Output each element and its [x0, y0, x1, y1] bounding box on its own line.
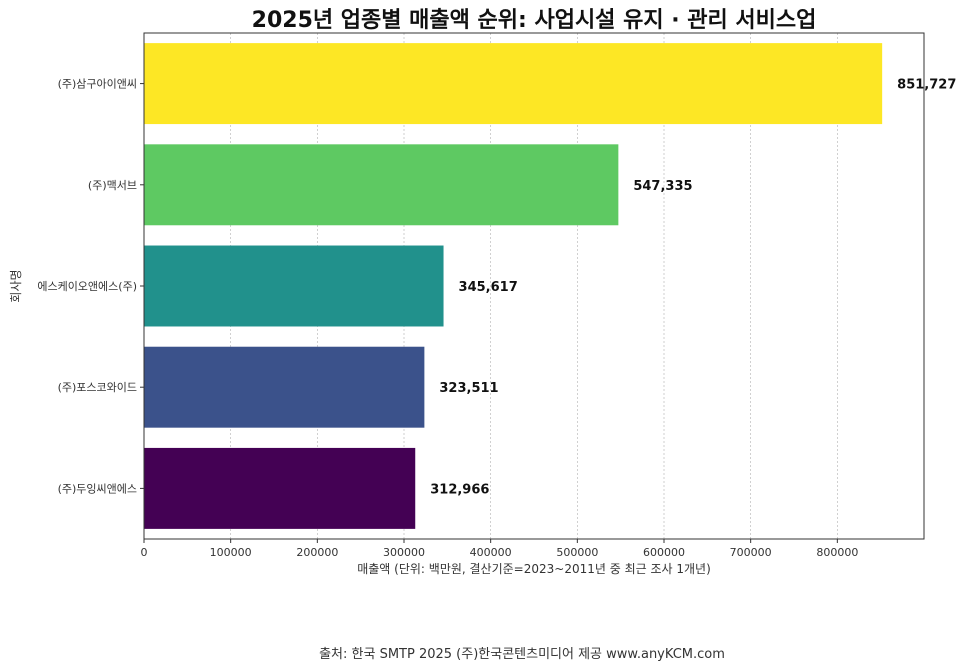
x-tick-label: 200000 [296, 546, 338, 559]
value-label: 323,511 [439, 381, 498, 396]
x-tick-label: 0 [141, 546, 148, 559]
bar [144, 346, 425, 428]
bar [144, 144, 619, 226]
y-tick-label: (주)삼구아이앤씨 [58, 78, 137, 91]
x-tick-label: 400000 [470, 546, 512, 559]
x-tick-label: 100000 [210, 546, 252, 559]
x-axis-ticks: 0 100000 200000 300000 400000 500000 600000 700… [141, 539, 858, 559]
value-labels: 851,727 547,335 345,617 323,511 312,966 [430, 78, 956, 498]
bar [144, 43, 883, 125]
x-tick-label: 500000 [556, 546, 598, 559]
y-tick-label: (주)맥서브 [88, 179, 137, 192]
bar [144, 245, 444, 327]
y-tick-label: (주)두잉씨앤에스 [58, 482, 137, 495]
bars [144, 43, 883, 529]
source-footer: 출처: 한국 SMTP 2025 (주)한국콘텐츠미디어 제공 www.anyK… [319, 647, 725, 662]
x-tick-label: 300000 [383, 546, 425, 559]
x-tick-label: 700000 [730, 546, 772, 559]
value-label: 851,727 [897, 78, 956, 93]
x-tick-label: 600000 [643, 546, 685, 559]
x-tick-label: 800000 [816, 546, 858, 559]
bar [144, 447, 416, 529]
value-label: 312,966 [430, 482, 489, 497]
y-tick-label: (주)포스코와이드 [58, 381, 137, 394]
x-axis-title: 매출액 (단위: 백만원, 결산기준=2023~2011년 중 최근 조사 1개… [357, 562, 711, 576]
chart-title: 2025년 업종별 매출액 순위: 사업시설 유지 · 관리 서비스업 [252, 8, 817, 33]
value-label: 547,335 [633, 179, 692, 194]
y-axis-title: 회사명 [9, 269, 23, 302]
y-tick-label: 에스케이오앤에스(주) [37, 280, 137, 293]
value-label: 345,617 [459, 280, 518, 295]
